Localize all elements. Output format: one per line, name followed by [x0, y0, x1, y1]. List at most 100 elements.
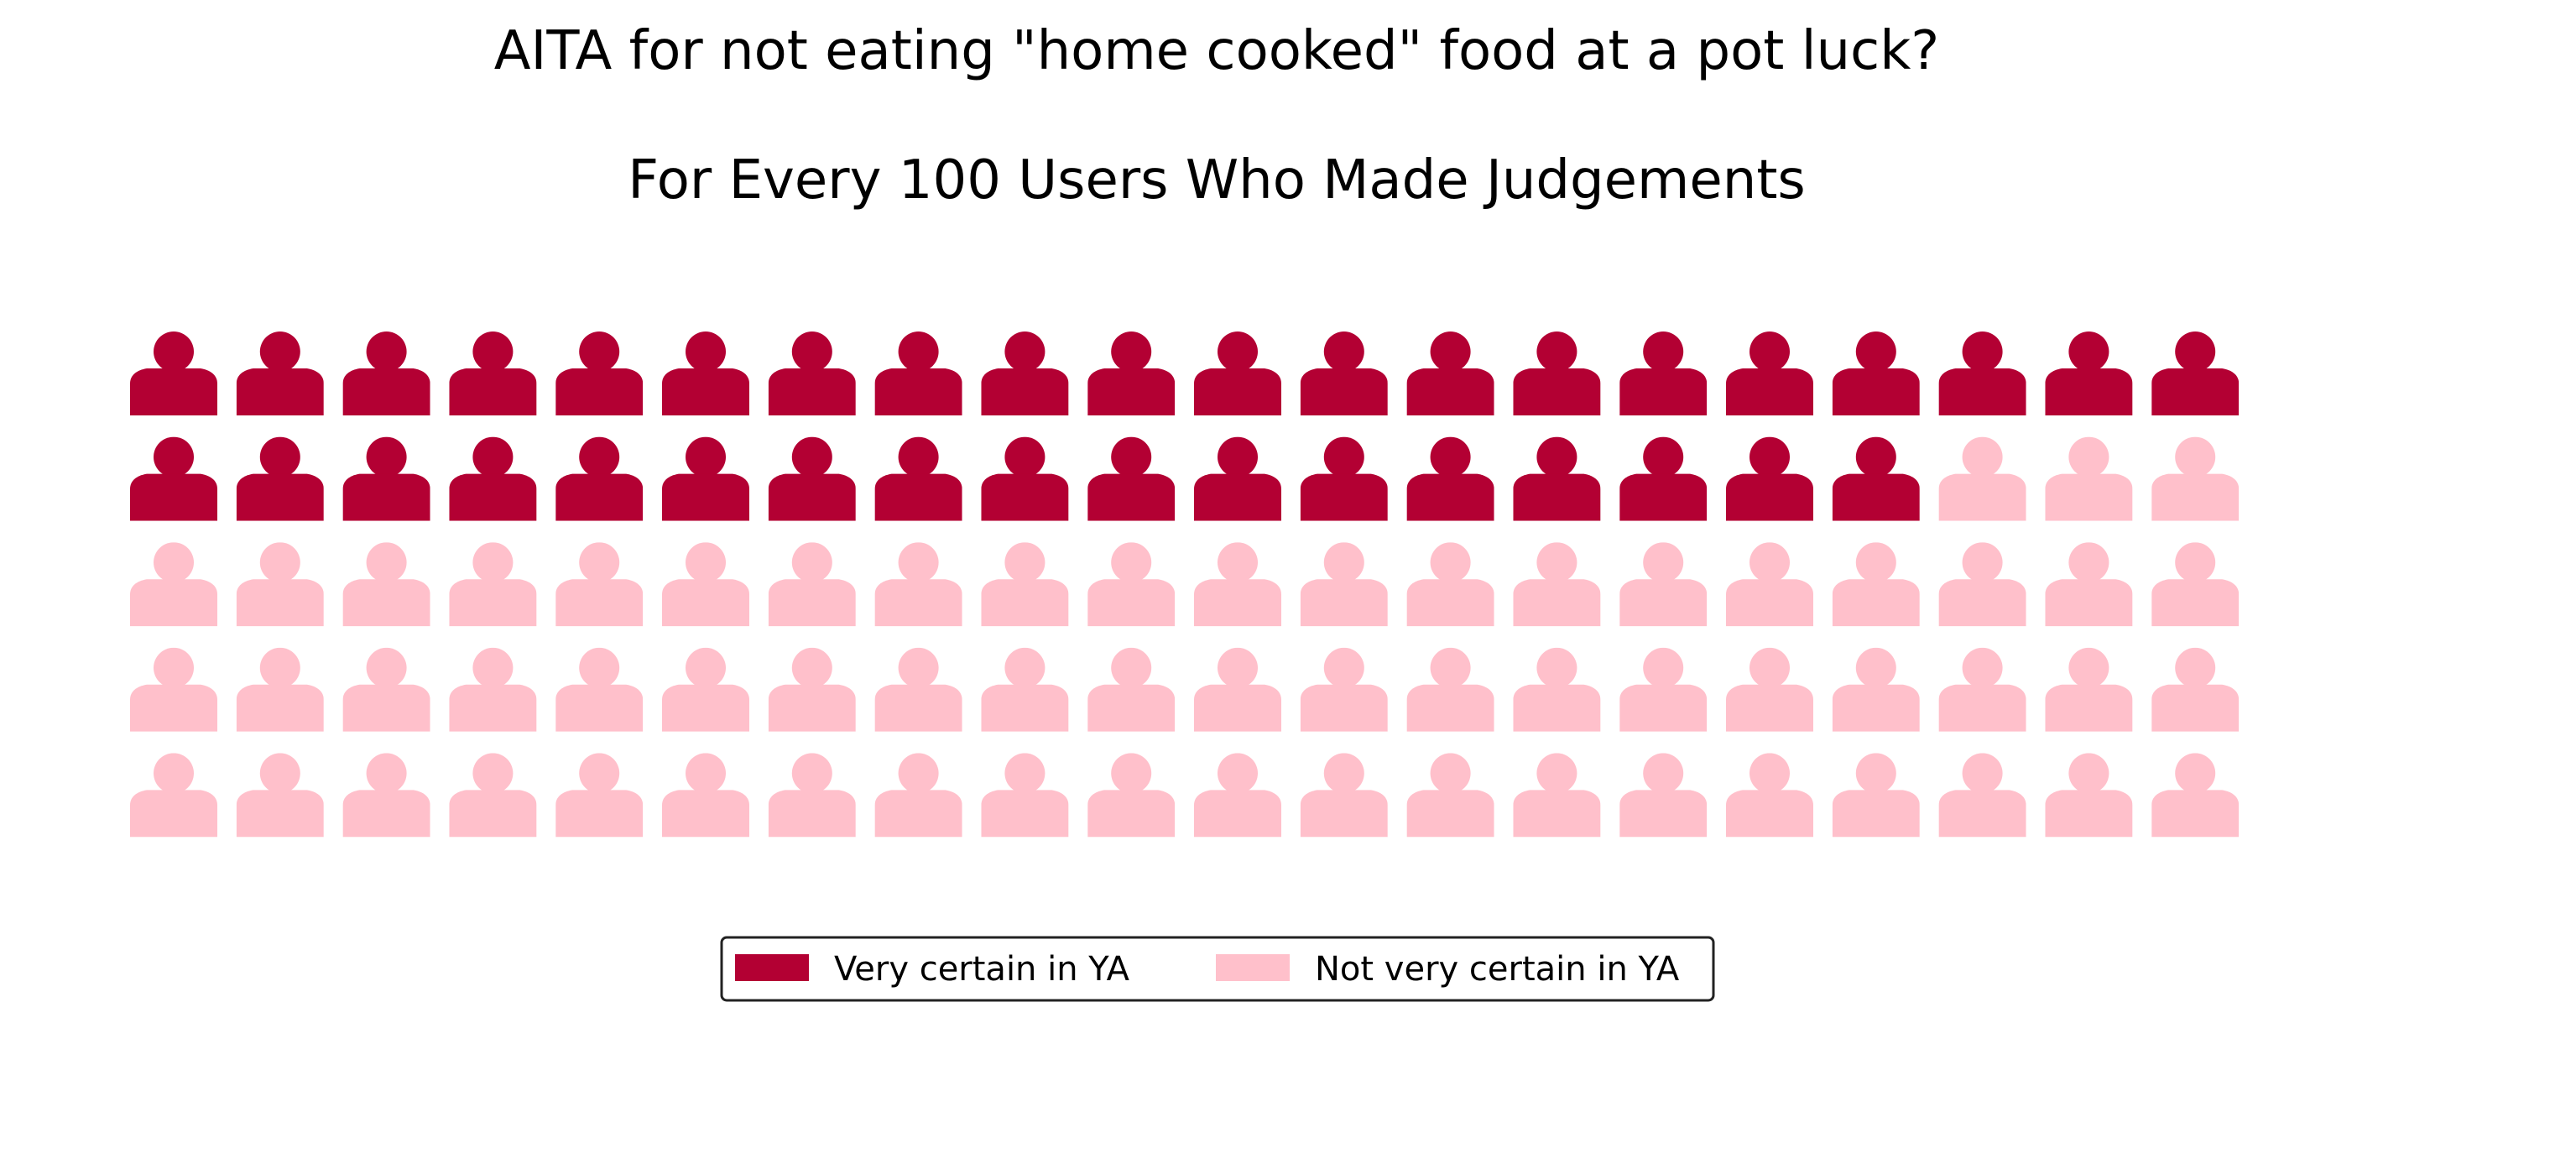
person-icon-not-very-certain — [1513, 753, 1601, 838]
person-icon-not-very-certain — [1300, 753, 1388, 838]
person-icon-not-very-certain — [130, 542, 217, 627]
legend-label-very-certain: Very certain in YA — [834, 950, 1130, 989]
chart-subtitle: For Every 100 Users Who Made Judgements — [628, 149, 1806, 211]
person-icon-not-very-certain — [1194, 647, 1281, 732]
person-icon-not-very-certain — [2045, 647, 2133, 732]
person-icon-not-very-certain — [662, 753, 749, 838]
person-icon-not-very-certain — [2151, 647, 2240, 732]
chart-title: AITA for not eating "home cooked" food a… — [494, 20, 1940, 82]
person-icon-very-certain — [1513, 436, 1601, 521]
person-icon-not-very-certain — [1087, 647, 1176, 732]
person-icon-not-very-certain — [1619, 542, 1708, 627]
person-icon-not-very-certain — [1832, 647, 1920, 732]
person-icon-not-very-certain — [2045, 753, 2133, 838]
person-icon-not-very-certain — [1726, 542, 1813, 627]
person-icon-very-certain — [342, 331, 430, 415]
person-icon-very-certain — [768, 331, 856, 415]
person-icon-not-very-certain — [236, 542, 324, 627]
person-icon-very-certain — [236, 331, 324, 415]
person-icon-not-very-certain — [555, 542, 644, 627]
person-icon-not-very-certain — [2045, 542, 2133, 627]
person-icon-not-very-certain — [342, 542, 430, 627]
person-icon-not-very-certain — [342, 753, 430, 838]
icon-grid — [130, 331, 2240, 838]
person-icon-not-very-certain — [874, 647, 962, 732]
person-icon-not-very-certain — [2045, 436, 2133, 521]
person-icon-not-very-certain — [1300, 647, 1388, 732]
person-icon-not-very-certain — [768, 647, 856, 732]
person-icon-not-very-certain — [1087, 542, 1176, 627]
person-icon-very-certain — [981, 436, 1069, 521]
person-icon-not-very-certain — [1938, 753, 2026, 838]
person-icon-not-very-certain — [1406, 647, 1494, 732]
person-icon-not-very-certain — [236, 647, 324, 732]
person-icon-not-very-certain — [449, 753, 537, 838]
person-icon-very-certain — [449, 331, 537, 415]
person-icon-very-certain — [1300, 436, 1388, 521]
person-icon-not-very-certain — [981, 753, 1069, 838]
person-icon-very-certain — [1832, 331, 1920, 415]
person-icon-not-very-certain — [874, 753, 962, 838]
person-icon-very-certain — [1938, 331, 2026, 415]
legend-label-not-very-certain: Not very certain in YA — [1315, 950, 1680, 989]
person-icon-not-very-certain — [1938, 647, 2026, 732]
person-icon-not-very-certain — [342, 647, 430, 732]
person-icon-not-very-certain — [1406, 753, 1494, 838]
person-icon-not-very-certain — [2151, 436, 2240, 521]
person-icon-very-certain — [662, 436, 749, 521]
person-icon-not-very-certain — [555, 647, 644, 732]
person-icon-not-very-certain — [981, 542, 1069, 627]
person-icon-very-certain — [1406, 436, 1494, 521]
person-icon-very-certain — [130, 331, 217, 415]
person-icon-very-certain — [1832, 436, 1920, 521]
person-icon-very-certain — [130, 436, 217, 521]
person-icon-not-very-certain — [1938, 542, 2026, 627]
person-icon-very-certain — [1726, 436, 1813, 521]
person-icon-not-very-certain — [1938, 436, 2026, 521]
person-icon-very-certain — [1406, 331, 1494, 415]
person-icon-very-certain — [236, 436, 324, 521]
person-icon-very-certain — [1619, 436, 1708, 521]
person-icon-not-very-certain — [1513, 542, 1601, 627]
person-icon-not-very-certain — [662, 542, 749, 627]
person-icon-not-very-certain — [768, 542, 856, 627]
person-icon-very-certain — [768, 436, 856, 521]
person-icon-very-certain — [2151, 331, 2240, 415]
person-icon-not-very-certain — [1619, 753, 1708, 838]
person-icon-not-very-certain — [130, 647, 217, 732]
person-icon-not-very-certain — [1513, 647, 1601, 732]
person-icon-very-certain — [1087, 436, 1176, 521]
person-icon-very-certain — [1194, 331, 1281, 415]
person-icon-not-very-certain — [1726, 647, 1813, 732]
person-icon-very-certain — [1513, 331, 1601, 415]
person-icon-not-very-certain — [1619, 647, 1708, 732]
person-icon-not-very-certain — [2151, 542, 2240, 627]
person-icon-not-very-certain — [2151, 753, 2240, 838]
person-icon-not-very-certain — [1300, 542, 1388, 627]
person-icon-very-certain — [662, 331, 749, 415]
legend: Very certain in YA Not very certain in Y… — [720, 936, 1715, 1002]
person-icon-not-very-certain — [662, 647, 749, 732]
person-icon-not-very-certain — [1832, 753, 1920, 838]
person-icon-not-very-certain — [1194, 542, 1281, 627]
person-icon-not-very-certain — [1406, 542, 1494, 627]
person-icon-very-certain — [1194, 436, 1281, 521]
person-icon-not-very-certain — [768, 753, 856, 838]
person-icon-not-very-certain — [449, 542, 537, 627]
person-icon-very-certain — [1619, 331, 1708, 415]
person-icon-not-very-certain — [130, 753, 217, 838]
person-icon-not-very-certain — [1832, 542, 1920, 627]
person-icon-not-very-certain — [1726, 753, 1813, 838]
person-icon-very-certain — [1300, 331, 1388, 415]
person-icon-very-certain — [874, 331, 962, 415]
person-icon-very-certain — [555, 436, 644, 521]
person-icon-not-very-certain — [555, 753, 644, 838]
person-icon-very-certain — [2045, 331, 2133, 415]
legend-swatch-very-certain — [735, 954, 809, 981]
person-icon-very-certain — [874, 436, 962, 521]
person-icon-very-certain — [555, 331, 644, 415]
person-icon-not-very-certain — [1087, 753, 1176, 838]
person-icon-very-certain — [449, 436, 537, 521]
person-icon-not-very-certain — [236, 753, 324, 838]
